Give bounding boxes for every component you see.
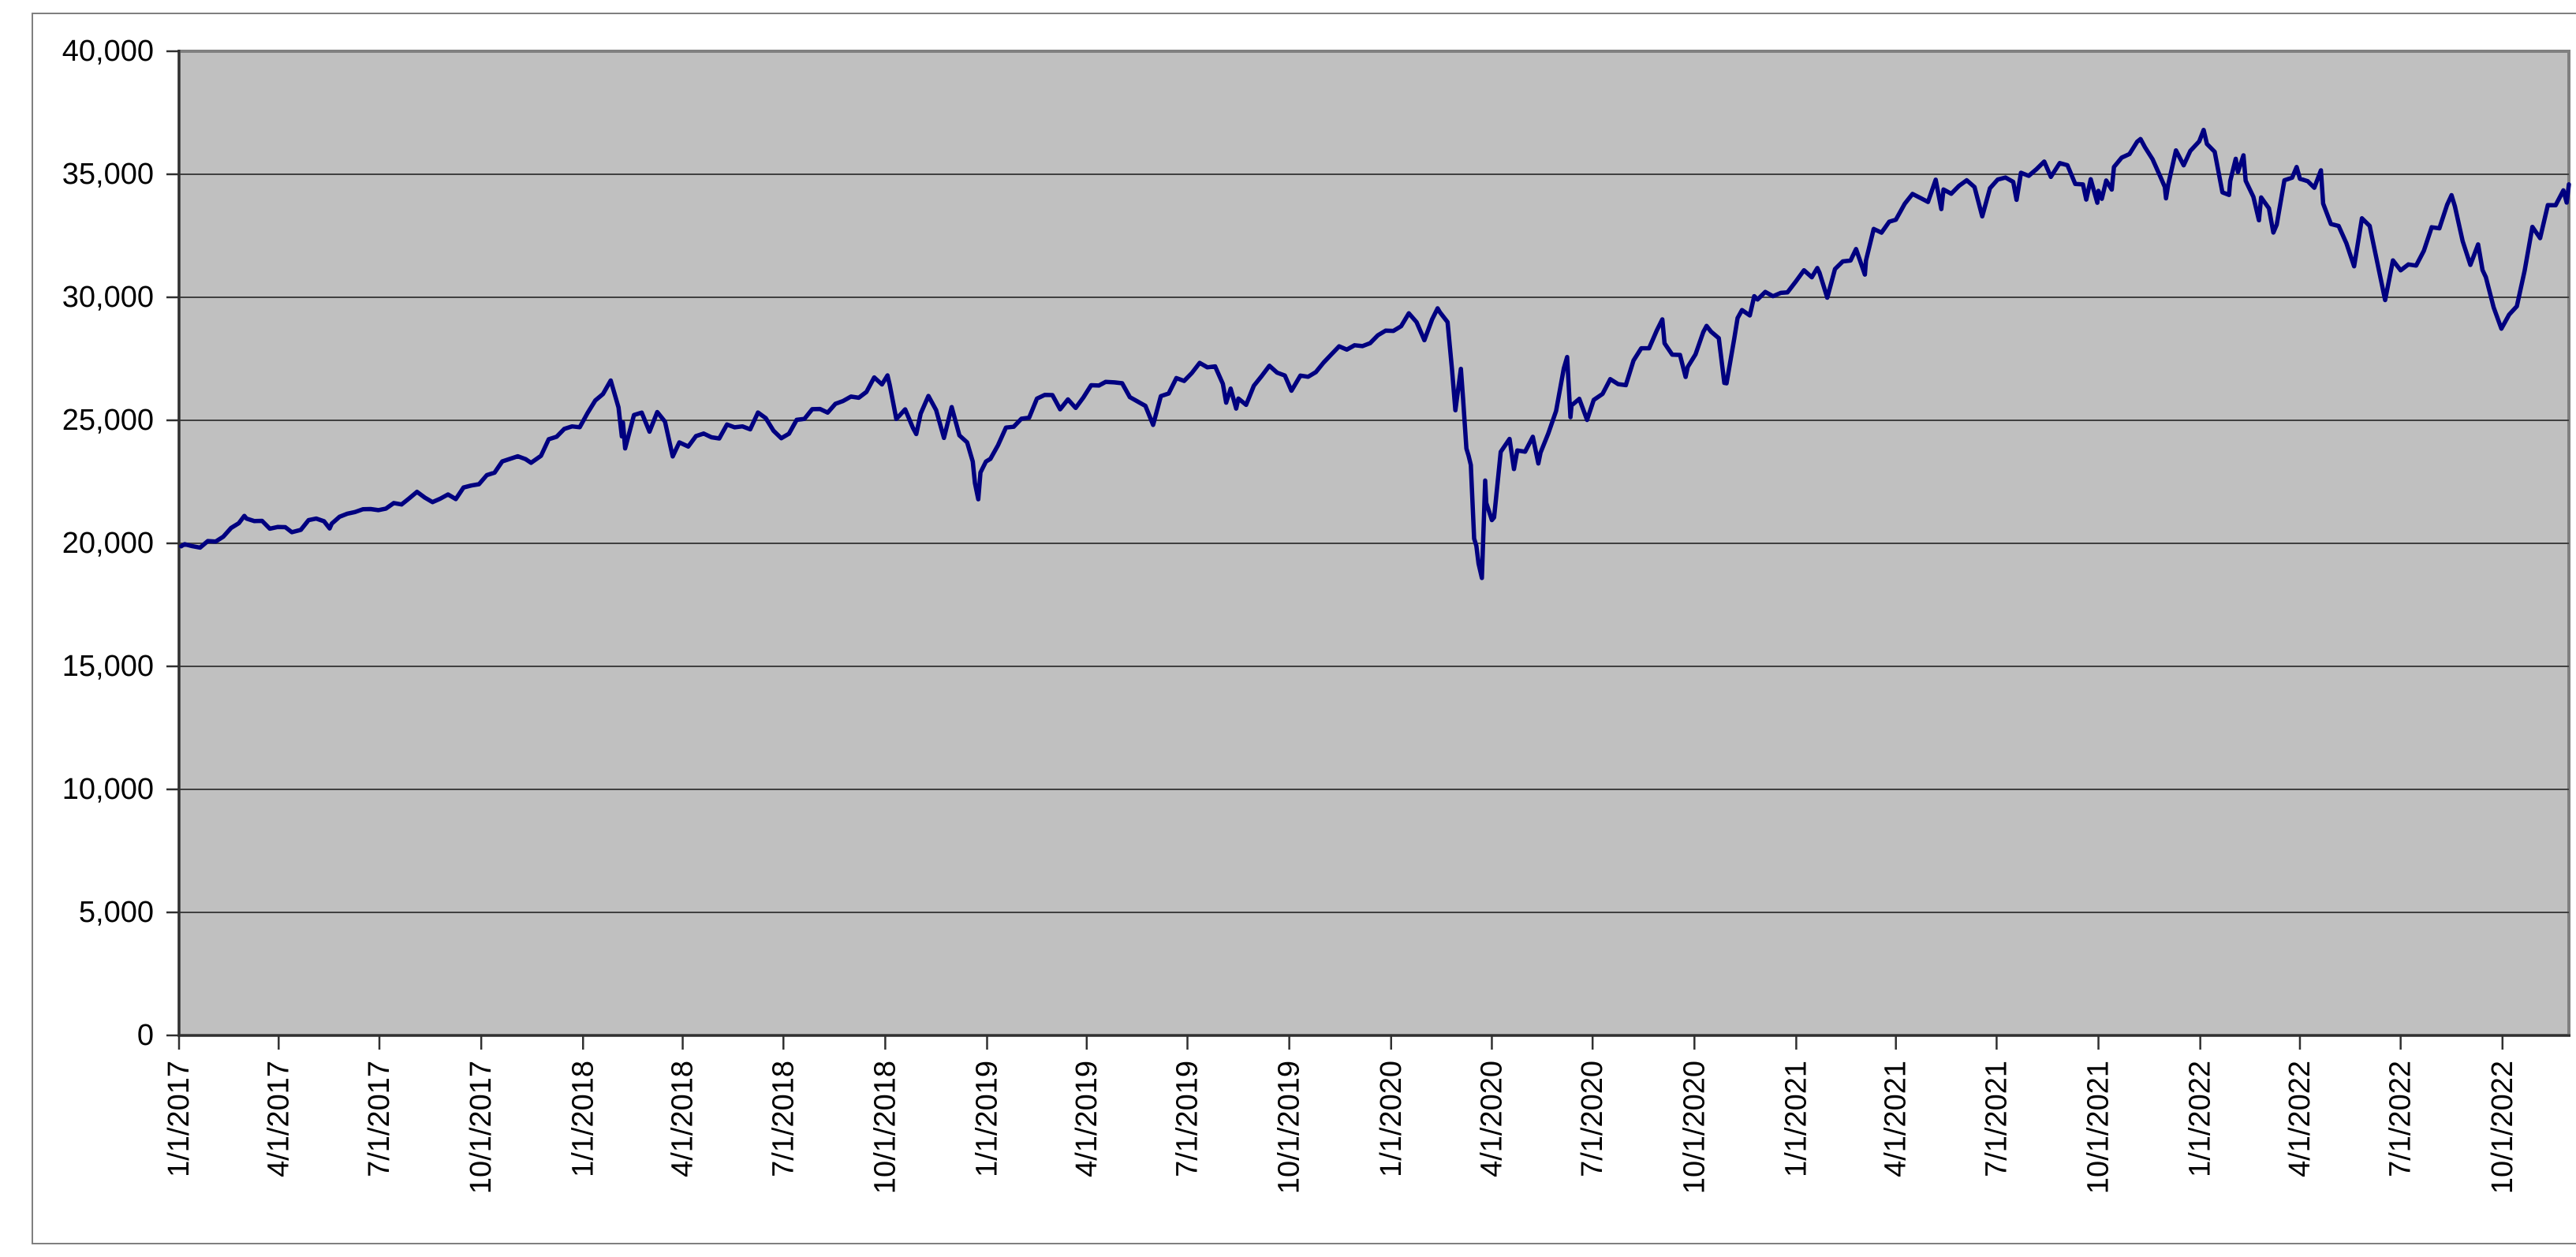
x-tick-label: 7/1/2021 [1980, 1061, 2013, 1177]
x-tick-label: 7/1/2017 [363, 1061, 396, 1177]
x-tick-label: 4/1/2021 [1880, 1061, 1913, 1177]
x-tick-label: 1/1/2019 [971, 1061, 1004, 1177]
y-tick-label: 40,000 [62, 35, 154, 68]
djia-line-chart: 0 5,000 10,000 15,000 20,000 25,000 30,000 35,0… [62, 35, 2571, 1194]
y-tick-label: 10,000 [62, 773, 154, 806]
x-tick-label: 7/1/2020 [1576, 1061, 1609, 1177]
x-tick-label: 4/1/2020 [1475, 1061, 1508, 1177]
y-tick-label: 5,000 [79, 896, 154, 929]
x-tick-label: 1/1/2020 [1375, 1061, 1408, 1177]
x-tick-label: 10/1/2017 [465, 1061, 498, 1194]
y-tick-label: 35,000 [62, 158, 154, 191]
x-tick-label: 7/1/2022 [2384, 1061, 2417, 1177]
y-tick-label: 15,000 [62, 650, 154, 683]
x-tick-label: 4/1/2022 [2283, 1061, 2317, 1177]
x-tick-label: 1/1/2017 [162, 1061, 196, 1177]
price-line [179, 128, 2571, 580]
x-tick-label: 4/1/2019 [1070, 1061, 1103, 1177]
x-tick-label: 10/1/2022 [2486, 1061, 2519, 1194]
line-chart: 0 5,000 10,000 15,000 20,000 25,000 30,000 35,0… [32, 13, 2576, 1244]
y-tick-label: 20,000 [62, 527, 154, 560]
y-tick-label: 30,000 [62, 281, 154, 314]
x-tick-label: 10/1/2018 [868, 1061, 902, 1194]
x-tick-label: 10/1/2020 [1678, 1061, 1711, 1194]
x-tick-label: 10/1/2019 [1273, 1061, 1306, 1194]
y-tick-label: 0 [137, 1019, 154, 1052]
x-tick-label: 1/1/2022 [2184, 1061, 2217, 1177]
x-tick-label: 1/1/2018 [566, 1061, 599, 1177]
x-tick-label: 7/1/2018 [767, 1061, 800, 1177]
x-tick-label: 7/1/2019 [1171, 1061, 1204, 1177]
x-tick-label: 4/1/2018 [666, 1061, 700, 1177]
x-tick-label: 4/1/2017 [262, 1061, 295, 1177]
x-tick-label: 10/1/2021 [2082, 1061, 2115, 1194]
y-tick-label: 25,000 [62, 404, 154, 437]
x-tick-label: 1/1/2021 [1779, 1061, 1813, 1177]
